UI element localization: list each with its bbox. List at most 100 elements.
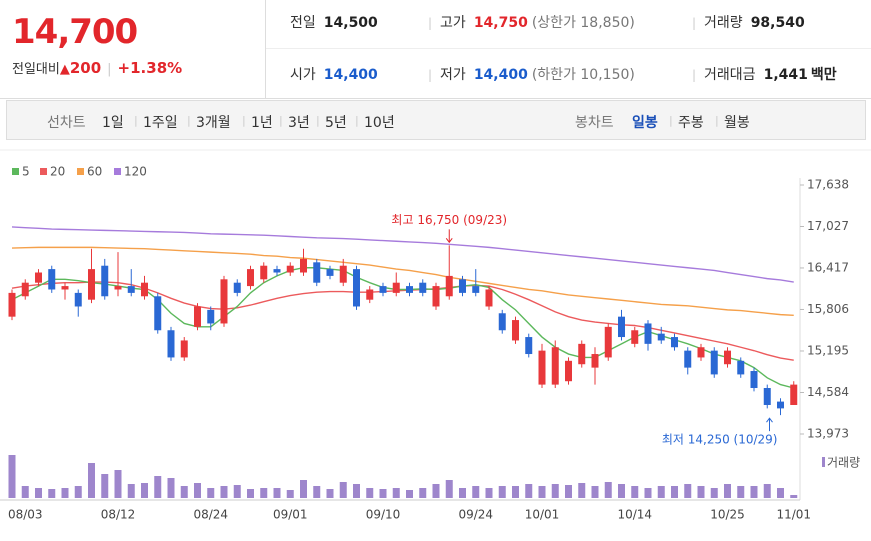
period-button[interactable]: 1년: [251, 115, 273, 131]
volume-bar: [61, 488, 69, 498]
candle-body: [313, 262, 321, 283]
separator: |: [692, 16, 697, 30]
volume-bar: [671, 486, 678, 498]
candle-body: [565, 360, 572, 382]
candle-body: [657, 333, 665, 341]
period-button[interactable]: 1주일: [143, 115, 178, 131]
separator: |: [279, 114, 283, 127]
candle-body: [392, 282, 400, 293]
info-value: 14,750: [473, 15, 528, 31]
candle-body: [48, 269, 56, 290]
candle-body: [339, 265, 347, 283]
period-button[interactable]: 10년: [364, 115, 395, 131]
volume-bar: [644, 488, 652, 498]
candle-body: [8, 292, 16, 317]
period-button[interactable]: 주봉: [678, 115, 704, 131]
separator: |: [134, 114, 138, 127]
volume-bar: [724, 484, 731, 498]
ma-line: [11, 226, 794, 283]
volume-bar: [154, 476, 162, 498]
info-label: 저가: [440, 67, 466, 83]
x-tick-label: 09/24: [458, 508, 493, 522]
candle-body: [671, 337, 678, 348]
toolbar-label[interactable]: 선차트: [47, 115, 86, 131]
candle-body: [114, 286, 122, 290]
toolbar-label[interactable]: 봉차트: [575, 115, 614, 131]
candle-body: [710, 350, 718, 375]
info-cell: | 거래대금 1,441 백만: [692, 64, 837, 84]
info-cell: | 저가 14,400 (하한가 10,150): [428, 64, 635, 84]
volume-bar: [48, 489, 56, 498]
volume-bar: [750, 486, 758, 498]
ma-line: [11, 267, 794, 389]
candle-body: [578, 343, 586, 365]
volume-bar: [366, 488, 374, 498]
y-tick-label: 15,195: [807, 343, 849, 357]
candle-body: [777, 401, 784, 409]
ma-line: [11, 281, 794, 361]
quote-header: 14,700 전일대비▲200 | +1.38% 전일 14,500 | 고가 14,750…: [0, 0, 871, 99]
volume-bar: [657, 486, 665, 498]
change-pct: +1.38%: [117, 59, 183, 77]
change-value: 200: [69, 59, 102, 77]
change-label: 전일대비: [12, 62, 60, 77]
candle-body: [485, 289, 493, 307]
info-value: 14,400: [473, 67, 528, 83]
x-tick-label: 08/03: [8, 508, 43, 522]
y-tick-label: 13,973: [807, 427, 849, 441]
volume-bar: [578, 483, 586, 498]
period-button[interactable]: 5년: [325, 115, 347, 131]
candle-body: [286, 265, 294, 273]
candle-body: [167, 330, 175, 358]
candle-body: [551, 347, 559, 385]
candle-body: [127, 286, 135, 293]
separator: |: [692, 68, 697, 82]
y-tick-label: 17,027: [807, 219, 849, 233]
volume-bar: [432, 484, 440, 498]
info-value: 14,400: [323, 67, 378, 83]
price: 14,700: [12, 12, 138, 52]
candle-body: [737, 360, 745, 375]
candle-body: [724, 350, 731, 365]
candle-body: [35, 272, 42, 283]
candle-body: [180, 340, 188, 358]
candle-body: [220, 279, 228, 324]
x-tick-label: 09/01: [273, 508, 308, 522]
candle-body: [406, 286, 413, 293]
x-tick-label: 08/24: [193, 508, 228, 522]
sep: |: [107, 62, 112, 77]
candle-body: [247, 269, 254, 287]
volume-bar: [684, 484, 692, 498]
period-button[interactable]: 1일: [102, 115, 124, 131]
candle-body: [74, 292, 82, 307]
volume-bar: [260, 488, 268, 498]
candle-body: [273, 269, 281, 273]
volume-bar: [286, 490, 294, 498]
toolbar: 선차트 1일 | 1주일 | 3개월 | 1년 | 3년 | 5년 | 10년 봉차트 일봉 | 주봉 | 월봉: [6, 100, 866, 140]
candle-body: [750, 371, 758, 389]
period-button[interactable]: 3년: [288, 115, 310, 131]
annotation: 최저 14,250 (10/29): [662, 433, 778, 447]
volume-bar: [233, 485, 241, 498]
legend-swatch: [12, 168, 19, 175]
volume-bar: [339, 482, 347, 498]
volume-bar: [8, 455, 16, 498]
arrow-head: [445, 238, 453, 244]
period-button[interactable]: 월봉: [724, 115, 750, 131]
row-divider: [266, 48, 871, 49]
candle-body: [353, 269, 360, 307]
volume-bar: [74, 486, 82, 498]
volume-bar: [88, 463, 95, 498]
volume-bar: [419, 488, 427, 498]
candle-body: [432, 286, 440, 307]
volume-bar: [313, 486, 321, 498]
period-button[interactable]: 일봉: [632, 115, 658, 131]
info-cell: 시가 14,400: [290, 64, 378, 84]
separator: |: [715, 114, 719, 127]
x-tick-label: 10/01: [525, 508, 560, 522]
volume-bar: [631, 486, 639, 498]
period-button[interactable]: 3개월: [196, 115, 231, 131]
candle-body: [445, 275, 453, 297]
separator: |: [355, 114, 359, 127]
info-unit: 백만: [810, 67, 837, 83]
